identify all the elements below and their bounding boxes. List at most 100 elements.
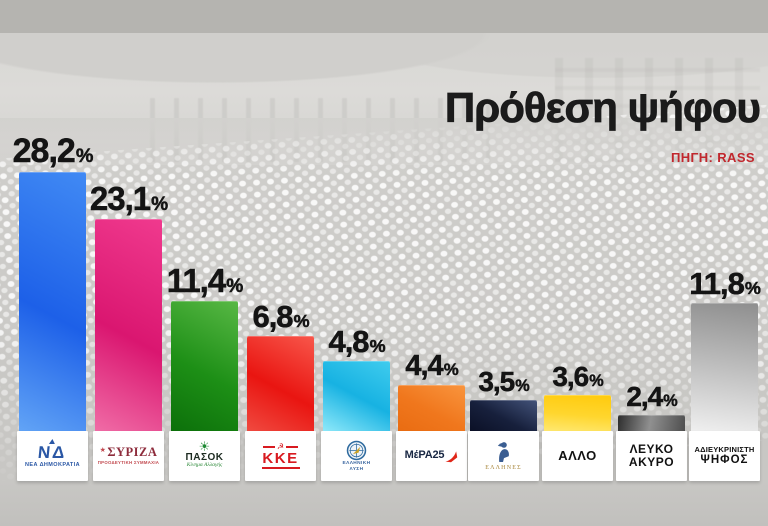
logo-pasok: ☀ ΠΑΣΟΚ Κίνημα Αλλαγής: [169, 431, 240, 481]
party-column-kke: 6,8% ☭ ΚΚΕ: [245, 0, 316, 481]
psifos-text: ΨΗΦΟΣ: [700, 453, 749, 466]
hammer-sickle-icon: ☭: [276, 441, 285, 451]
value-label-pasok: 11,4%: [166, 262, 244, 299]
logo-leyko: ΛΕΥΚΟ ΑΚΥΡΟ: [616, 431, 687, 481]
nd-logo-mark: ΝΔ: [37, 438, 68, 462]
percent-sign: %: [75, 145, 94, 167]
percent-sign: %: [293, 311, 309, 331]
value-label-kke: 6,8%: [252, 299, 310, 334]
bar-allo: [544, 395, 611, 431]
value-label-nd: 28,2%: [12, 132, 94, 170]
ellines-logo-text: ΕΛΛΗΝΕΣ: [485, 464, 522, 471]
party-column-ellysi: 4,8% ΕΛΛΗΝΙΚΗ ΛΥΣΗ: [321, 0, 392, 481]
party-column-pasok: 11,4% ☀ ΠΑΣΟΚ Κίνημα Αλλαγής: [167, 0, 243, 481]
kke-bottom-rule: [261, 467, 300, 470]
syriza-logo-subtext: ΠΡΟΟΔΕΥΤΙΚΗ ΣΥΜΜΑΧΙΑ: [97, 460, 160, 466]
page-title: Πρόθεση ψήφου: [444, 84, 761, 132]
value-number: 6,8: [252, 299, 294, 334]
percent-sign: %: [151, 194, 169, 215]
party-column-nd: 28,2% ΝΔ ΝΕΑ ΔΗΜΟΚΡΑΤΙΑ: [12, 0, 94, 481]
elliniki-lysi-logo-text: ΕΛΛΗΝΙΚΗ: [342, 460, 371, 466]
leyko-akyro-label: ΛΕΥΚΟ ΑΚΥΡΟ: [628, 441, 675, 469]
compass-icon: [346, 440, 367, 460]
percent-sign: %: [226, 276, 244, 297]
percent-sign: %: [663, 392, 678, 410]
percent-sign: %: [515, 377, 530, 395]
allo-text: ΑΛΛΟ: [558, 448, 597, 464]
bar-leyko: [618, 415, 685, 431]
party-column-leyko: 2,4% ΛΕΥΚΟ ΑΚΥΡΟ: [616, 0, 687, 481]
kke-top-rule: ☭: [262, 441, 299, 451]
value-number: 2,4: [626, 381, 663, 412]
value-number: 4,8: [328, 324, 370, 359]
party-column-syriza: 23,1% ★ΣΥΡΙΖΑ ΠΡΟΟΔΕΥΤΙΚΗ ΣΥΜΜΑΧΙΑ: [90, 0, 168, 481]
nd-logo: ΝΔ ΝΕΑ ΔΗΜΟΚΡΑΤΙΑ: [25, 438, 80, 469]
value-number: 4,4: [405, 350, 444, 382]
percent-sign: %: [744, 278, 761, 298]
bar-ellines: [470, 400, 537, 431]
kke-rule-segment: [262, 445, 275, 448]
logo-allo: ΑΛΛΟ: [542, 431, 613, 481]
pasok-logo-text: ΠΑΣΟΚ: [185, 451, 224, 463]
logo-ellines: ΕΛΛΗΝΕΣ: [468, 431, 539, 481]
value-label-ellysi: 4,8%: [328, 324, 386, 359]
bar-nd: [19, 172, 86, 431]
value-label-ellines: 3,5%: [478, 366, 530, 397]
percent-sign: %: [369, 336, 385, 356]
value-number: 11,4: [166, 262, 227, 299]
source-label: ΠΗΓΗ: RASS: [670, 150, 755, 165]
value-label-mera25: 4,4%: [405, 350, 459, 382]
red-arrow-icon: [445, 450, 458, 462]
value-number: 28,2: [12, 132, 76, 170]
percent-sign: %: [589, 372, 604, 390]
bar-pasok: [171, 301, 238, 431]
leyko-akyro-text: ΛΕΥΚΟ ΑΚΥΡΟ: [628, 441, 675, 469]
bar-ellysi: [323, 361, 390, 431]
logo-nd: ΝΔ ΝΕΑ ΔΗΜΟΚΡΑΤΙΑ: [17, 431, 88, 481]
allo-label: ΑΛΛΟ: [558, 449, 597, 463]
top-band: [0, 0, 768, 33]
kke-logo-text: ΚΚΕ: [262, 449, 299, 467]
bar-mera25: [398, 385, 465, 431]
bar-adieykrinisti: [691, 303, 758, 431]
pasok-sun-icon: ☀: [198, 439, 211, 455]
logo-kke: ☭ ΚΚΕ: [245, 431, 316, 481]
ellines-logo: ΕΛΛΗΝΕΣ: [485, 441, 522, 471]
logo-adieykrinisti: ΑΔΙΕΥΚΡΙΝΙΣΤΗ ΨΗΦΟΣ: [689, 431, 760, 481]
pasok-logo-subtext: Κίνημα Αλλαγής: [186, 462, 223, 469]
value-number: 3,5: [478, 366, 515, 397]
logo-ellysi: ΕΛΛΗΝΙΚΗ ΛΥΣΗ: [321, 431, 392, 481]
party-column-ellines: 3,5% ΕΛΛΗΝΕΣ: [468, 0, 539, 481]
syriza-star-icon: ★: [99, 446, 107, 455]
syriza-logo-text: ★ΣΥΡΙΖΑ: [99, 445, 158, 460]
bar-syriza: [95, 219, 162, 431]
background-hill: [0, 33, 768, 103]
value-number: 3,6: [552, 361, 589, 392]
party-column-mera25: 4,4% ΜέΡΑ25: [396, 0, 467, 481]
value-label-syriza: 23,1%: [89, 180, 169, 217]
adieykrinisti-psifos-label: ΑΔΙΕΥΚΡΙΝΙΣΤΗ ΨΗΦΟΣ: [694, 444, 755, 467]
value-number: 23,1: [89, 180, 152, 217]
elliniki-lysi-logo-text: ΛΥΣΗ: [349, 466, 364, 472]
logo-syriza: ★ΣΥΡΙΖΑ ΠΡΟΟΔΕΥΤΙΚΗ ΣΥΜΜΑΧΙΑ: [93, 431, 164, 481]
pasok-logo: ☀ ΠΑΣΟΚ Κίνημα Αλλαγής: [185, 439, 224, 469]
party-column-adieykrinisti: 11,8% ΑΔΙΕΥΚΡΙΝΙΣΤΗ ΨΗΦΟΣ: [689, 0, 761, 481]
kke-logo: ☭ ΚΚΕ: [261, 441, 300, 470]
warrior-icon: [497, 441, 509, 462]
logo-mera25: ΜέΡΑ25: [396, 431, 467, 481]
mera25-logo-text: ΜέΡΑ25: [404, 449, 445, 462]
adieykrinisti-text: ΑΔΙΕΥΚΡΙΝΙΣΤΗ: [694, 444, 755, 454]
value-label-adieykrinisti: 11,8%: [689, 266, 761, 301]
syriza-logo: ★ΣΥΡΙΖΑ ΠΡΟΟΔΕΥΤΙΚΗ ΣΥΜΜΑΧΙΑ: [98, 446, 159, 465]
percent-sign: %: [443, 360, 458, 379]
bar-kke: [247, 336, 314, 431]
elliniki-lysi-logo: ΕΛΛΗΝΙΚΗ ΛΥΣΗ: [343, 440, 371, 473]
kke-rule-segment: [286, 445, 299, 448]
value-label-leyko: 2,4%: [626, 381, 678, 412]
value-label-allo: 3,6%: [552, 361, 604, 392]
mera25-logo: ΜέΡΑ25: [405, 450, 459, 463]
value-number: 11,8: [689, 266, 745, 301]
bottom-shade: [0, 481, 768, 526]
